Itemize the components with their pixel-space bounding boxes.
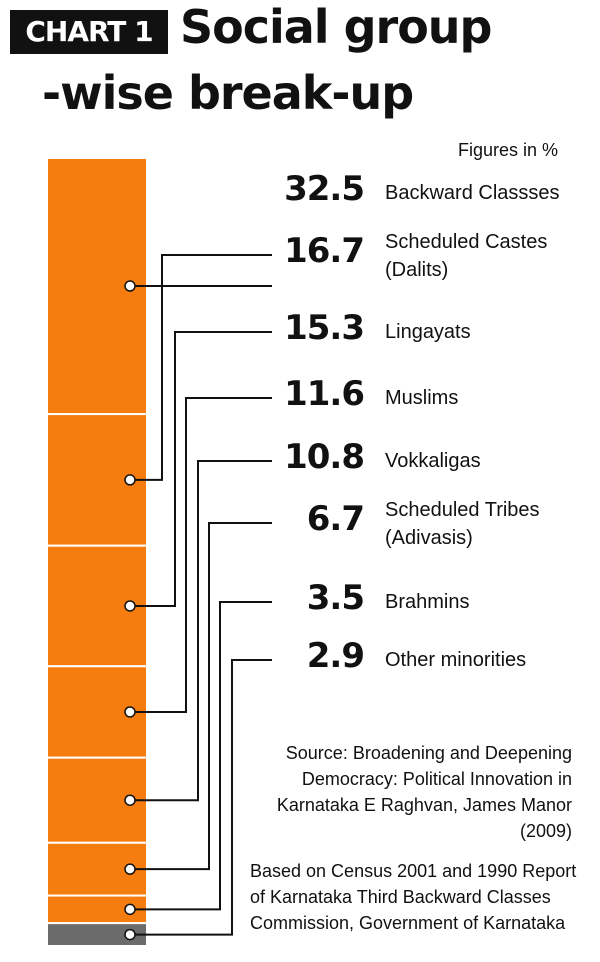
units-label: Figures in % — [457, 140, 558, 160]
leader-line-7 — [130, 659, 272, 936]
value-label-1: 16.7 — [284, 231, 365, 271]
marker-dot-6 — [124, 903, 136, 916]
value-label-4: 10.8 — [284, 437, 365, 477]
leader-line-4 — [130, 460, 272, 802]
category-label-1: Scheduled Castes (Dalits) — [385, 231, 548, 281]
leader-line-6 — [130, 601, 272, 911]
leader-line-2 — [130, 331, 272, 607]
marker-dot-0 — [124, 280, 136, 292]
marker-dot-7 — [124, 928, 136, 941]
value-label-3: 11.6 — [284, 374, 365, 414]
leader-line-3 — [130, 397, 272, 713]
category-label-3: Muslims — [385, 387, 459, 409]
chart-title-line2: -wise break-up — [42, 66, 414, 120]
category-label-5: Scheduled Tribes (Adivasis) — [385, 499, 540, 549]
marker-dot-1 — [124, 474, 136, 486]
leader-line-5 — [130, 522, 272, 871]
category-label-0: Backward Classses — [385, 182, 560, 204]
marker-dot-3 — [124, 706, 136, 718]
value-label-2: 15.3 — [284, 308, 365, 348]
value-label-7: 2.9 — [306, 636, 365, 676]
value-label-5: 6.7 — [306, 499, 365, 539]
category-label-6: Brahmins — [385, 591, 470, 613]
category-label-4: Vokkaligas — [385, 450, 481, 472]
value-label-0: 32.5 — [284, 169, 365, 209]
chart-title-line1: Social group — [180, 0, 492, 54]
source-note: Source: Broadening and Deepening Democra… — [276, 743, 572, 841]
leader-line-1 — [130, 254, 272, 481]
marker-dot-5 — [124, 863, 136, 875]
marker-dot-2 — [124, 600, 136, 612]
category-label-2: Lingayats — [385, 321, 471, 343]
marker-dot-4 — [124, 794, 136, 806]
chart-tag: CHART 1 — [10, 10, 168, 54]
category-label-7: Other minorities — [385, 649, 527, 671]
footnote: Based on Census 2001 and 1990 Report of … — [250, 861, 577, 933]
value-label-6: 3.5 — [306, 578, 365, 618]
